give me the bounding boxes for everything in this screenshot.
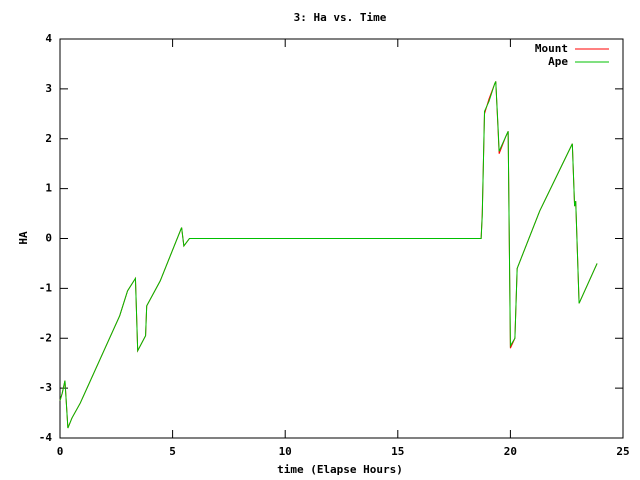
x-axis-label: time (Elapse Hours) — [277, 463, 403, 476]
x-tick-label: 20 — [504, 445, 517, 458]
y-tick-label: 2 — [45, 132, 52, 145]
x-tick-label: 5 — [169, 445, 176, 458]
legend-label: Mount — [535, 42, 568, 55]
data-line — [59, 81, 598, 429]
legend-label: Ape — [548, 55, 568, 68]
data-line — [59, 81, 598, 429]
x-tick-label: 10 — [279, 445, 292, 458]
y-tick-label: 4 — [45, 32, 52, 45]
y-axis-label: HA — [17, 231, 30, 245]
y-tick-label: -1 — [39, 281, 53, 294]
y-tick-label: 3 — [45, 82, 52, 95]
x-tick-label: 25 — [616, 445, 629, 458]
y-tick-label: 1 — [45, 182, 52, 195]
y-tick-label: -3 — [39, 381, 52, 394]
x-tick-label: 0 — [57, 445, 64, 458]
chart-title: 3: Ha vs. Time — [294, 11, 387, 24]
x-tick-label: 15 — [391, 445, 404, 458]
y-tick-label: -4 — [39, 431, 53, 444]
y-tick-label: 0 — [45, 232, 52, 245]
y-tick-label: -2 — [39, 331, 52, 344]
